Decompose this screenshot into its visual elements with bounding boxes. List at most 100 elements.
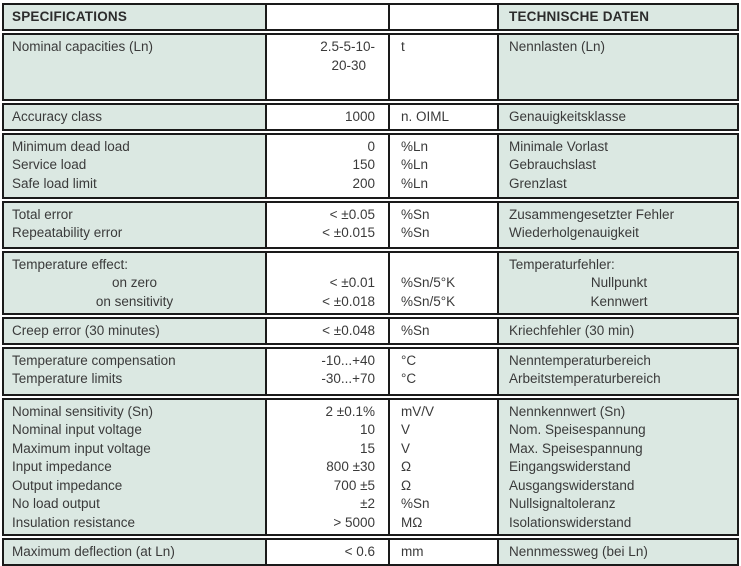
spec-text: Total error [12,206,73,222]
spec-text-de: Ausgangswiderstand [509,477,635,493]
cell-spec-en: Total error Repeatability error [4,202,265,247]
spec-text-de: Kennwert [590,293,648,309]
spec-text-de: Nennmessweg (bei Ln) [509,544,648,559]
value-text: 2.5-5-10- [320,39,375,54]
unit-text: n. OIML [401,109,450,124]
spec-text: Maximum deflection (at Ln) [12,544,175,559]
unit-text: V [401,422,411,437]
unit-text: Ω [401,459,412,474]
cell-unit: t [390,35,499,99]
cell-value: 1000 [265,105,390,129]
value-text: -30...+70 [321,371,375,386]
cell-spec-en: Temperature effect: on zero on sensitivi… [4,252,265,313]
spec-text-de: Grenzlast [509,175,567,191]
spec-text: Input impedance [12,459,112,474]
header-technische-daten: TECHNISCHE DATEN [499,5,737,29]
value-text: 800 ±30 [326,459,375,474]
cell-unit: °C °C [390,348,499,394]
unit-text: %Sn [401,323,430,338]
value-text: < ±0.018 [322,293,375,309]
value-text: < ±0.048 [322,323,375,338]
value-text: < ±0.015 [322,225,375,240]
unit-text: Ω [401,477,412,493]
value-text: 0 [367,138,375,154]
value-text: 10 [359,422,375,437]
spec-text-de: Wiederholgenauigkeit [509,225,639,240]
spec-text-de: Max. Speisespannung [509,440,643,456]
value-text: < ±0.05 [329,206,375,222]
spec-text-de: Isolationswiderstand [509,514,632,530]
unit-text: %Ln [401,175,429,191]
cell-value: 2.5-5-10- 20-30 [265,35,390,99]
unit-text: t [401,39,405,54]
spec-text-de: Genauigkeitsklasse [509,109,627,124]
spec-text-de: Temperaturfehler: [509,256,615,272]
cell-unit: mV/V V V Ω Ω %Sn MΩ [390,399,499,534]
value-text: < ±0.01 [329,275,375,290]
header-specifications: SPECIFICATIONS [4,5,265,29]
spec-text: Creep error (30 minutes) [12,323,160,338]
spec-text: on zero [111,275,158,290]
section-errors: Total error Repeatability error < ±0.05 … [2,200,739,249]
section-creep-error: Creep error (30 minutes) < ±0.048 %Sn Kr… [2,317,739,345]
cell-unit: %Sn [390,319,499,343]
section-accuracy-class: Accuracy class 1000 n. OIML Genauigkeits… [2,103,739,131]
cell-spec-en: Creep error (30 minutes) [4,319,265,343]
cell-spec-de: Temperaturfehler: Nullpunkt Kennwert [499,252,737,313]
spec-text: Insulation resistance [12,514,136,530]
value-text: 700 ±5 [333,477,375,493]
cell-spec-de: Zusammengesetzter Fehler Wiederholgenaui… [499,202,737,247]
spec-text-de: Kriechfehler (30 min) [509,323,635,338]
unit-text: °C [401,352,417,368]
unit-text: %Sn [401,206,430,222]
value-text: 200 [352,175,375,191]
value-text: ±2 [360,496,375,511]
unit-text: mV/V [401,403,435,419]
cell-spec-de: Genauigkeitsklasse [499,105,737,129]
spec-text: Temperature limits [12,371,123,386]
spec-text: Temperature effect: [12,256,129,272]
value-text: 1000 [344,109,375,124]
cell-spec-de: Kriechfehler (30 min) [499,319,737,343]
cell-spec-en: Minimum dead load Service load Safe load… [4,134,265,197]
cell-spec-en: Temperature compensation Temperature lim… [4,348,265,394]
unit-text: %Sn [401,496,430,511]
spec-text: Repeatability error [12,225,123,240]
spec-text: No load output [12,496,100,511]
cell-spec-en: Nominal capacities (Ln) [4,35,265,99]
value-text: > 5000 [333,514,375,530]
cell-spec-de: Nennlasten (Ln) [499,35,737,99]
spec-text-de: Nullpunkt [590,275,648,290]
cell-spec-en: Nominal sensitivity (Sn) Nominal input v… [4,399,265,534]
section-temperature-ranges: Temperature compensation Temperature lim… [2,346,739,396]
spec-text-de: Nullsignaltoleranz [509,496,616,511]
spec-text: Output impedance [12,477,123,493]
spec-text: Nominal capacities (Ln) [12,39,154,54]
section-temperature-effect: Temperature effect: on zero on sensitivi… [2,250,739,315]
cell-spec-de: Minimale Vorlast Gebrauchslast Grenzlast [499,134,737,197]
unit-text: %Sn [401,225,430,240]
unit-text: °C [401,371,417,386]
unit-text [401,256,489,275]
cell-unit: %Sn/5°K %Sn/5°K [390,252,499,313]
spec-text: Accuracy class [12,109,103,124]
value-text [275,256,375,275]
unit-text: %Sn/5°K [401,293,456,309]
cell-value: 0 150 200 [265,134,390,197]
cell-value: < ±0.048 [265,319,390,343]
cell-value: < ±0.05 < ±0.015 [265,202,390,247]
table-header-row: SPECIFICATIONS TECHNISCHE DATEN [2,3,739,31]
header-en-label: SPECIFICATIONS [12,9,128,24]
spec-text: on sensitivity [95,293,174,309]
cell-spec-en: Accuracy class [4,105,265,129]
value-text: 2 ±0.1% [325,403,375,419]
spec-text-de: Eingangswiderstand [509,459,631,474]
value-text: 20-30 [331,57,366,73]
cell-spec-de: Nennkennwert (Sn) Nom. Speisespannung Ma… [499,399,737,534]
value-text: 15 [359,440,375,456]
section-electrical: Nominal sensitivity (Sn) Nominal input v… [2,397,739,536]
unit-text: %Ln [401,138,429,154]
cell-value: 2 ±0.1% 10 15 800 ±30 700 ±5 ±2 > 5000 [265,399,390,534]
value-text: -10...+40 [321,352,375,368]
